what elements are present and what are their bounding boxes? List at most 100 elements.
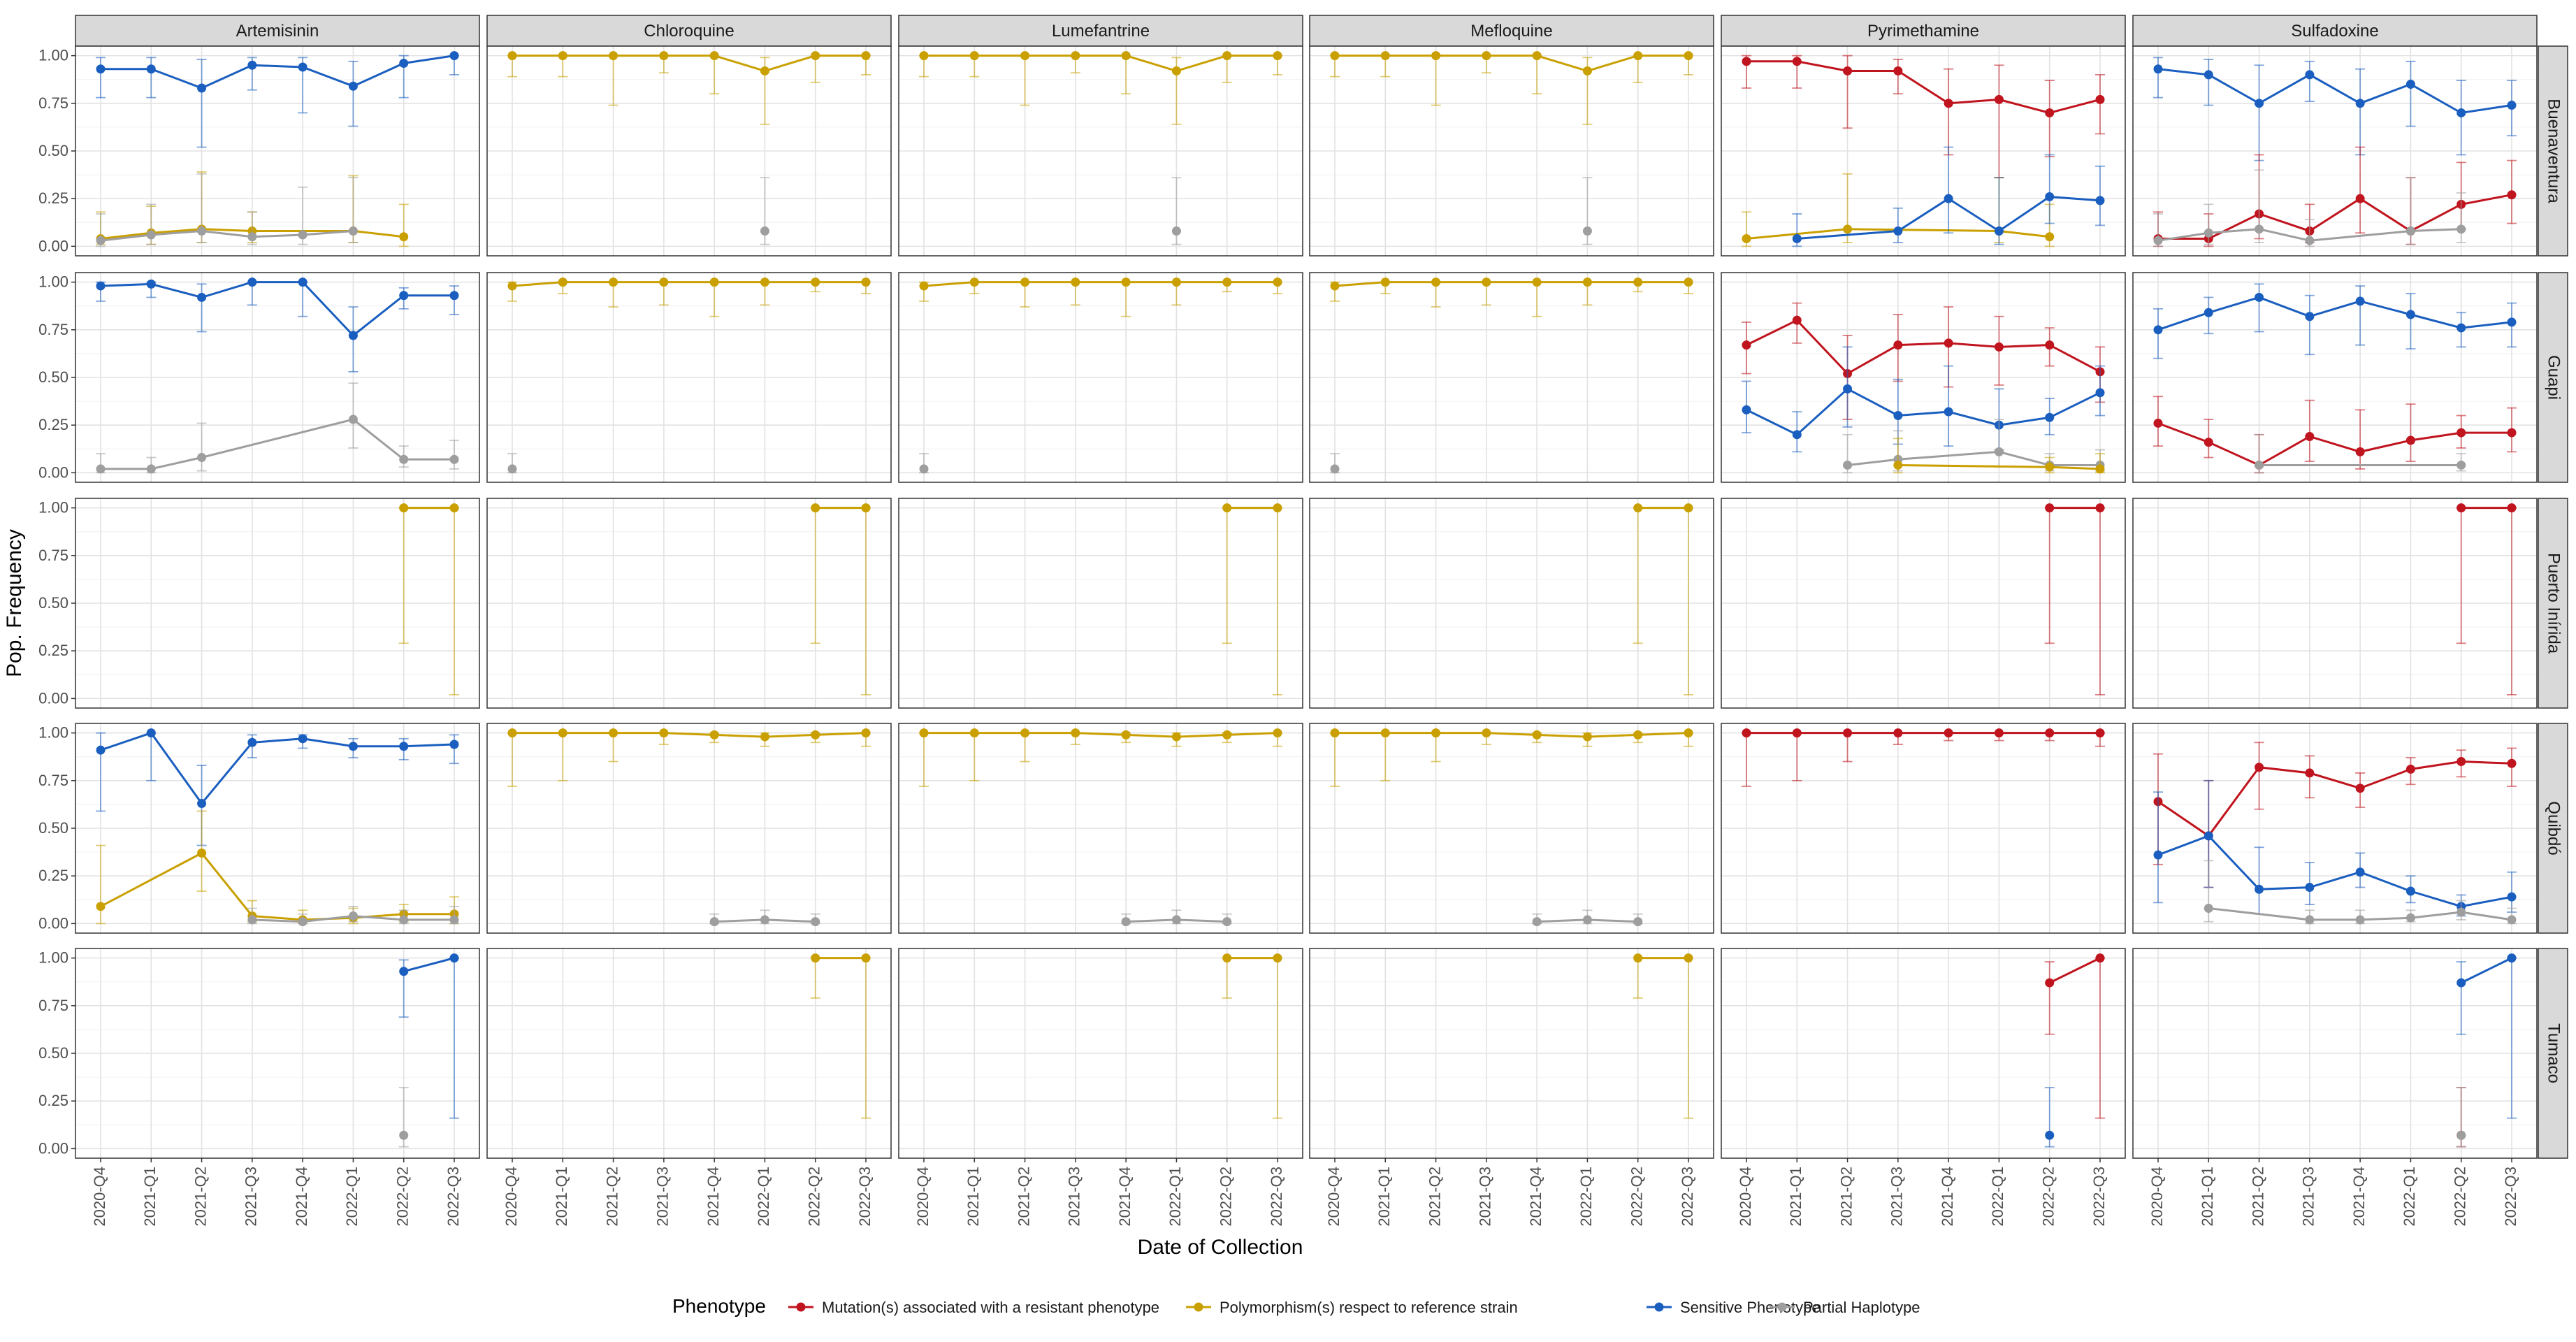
x-tick-label: 2022-Q2 — [2040, 1167, 2057, 1227]
series — [1330, 453, 1340, 474]
data-point — [1944, 338, 1953, 348]
x-tick-label: 2022-Q2 — [1628, 1167, 1646, 1227]
series-line — [1746, 387, 2101, 436]
data-point — [2305, 432, 2315, 442]
panel — [1721, 948, 2126, 1159]
y-tick-label: 0.00 — [38, 463, 68, 481]
y-tick-label: 0.75 — [38, 321, 68, 338]
data-point — [197, 292, 207, 302]
data-point — [919, 464, 929, 474]
column-strip — [486, 15, 892, 47]
data-point — [659, 51, 669, 61]
legend: Phenotype Mutation(s) associated with a … — [672, 1295, 1920, 1317]
data-point — [399, 967, 409, 976]
panel — [75, 272, 480, 483]
data-point — [1222, 503, 1232, 513]
data-point — [1222, 51, 1232, 61]
y-tick-label: 0.75 — [38, 997, 68, 1014]
data-point — [969, 277, 979, 287]
series-line — [1746, 60, 2101, 115]
data-point — [247, 232, 257, 242]
data-point — [1532, 730, 1542, 739]
data-point — [298, 917, 307, 927]
data-point — [1742, 405, 1751, 414]
series — [1582, 177, 1593, 245]
data-point — [1944, 407, 1953, 417]
data-point — [2305, 236, 2315, 245]
data-point — [1633, 277, 1643, 287]
panel — [486, 948, 892, 1159]
data-point — [1020, 728, 1030, 738]
x-tick-label: 2020-Q4 — [2148, 1167, 2166, 1227]
data-point — [2355, 447, 2365, 456]
data-point — [298, 734, 307, 744]
data-point — [1944, 99, 1953, 108]
series — [507, 728, 871, 787]
data-point — [861, 953, 871, 963]
data-point — [811, 277, 820, 287]
data-point — [969, 51, 979, 61]
panel-border — [486, 498, 892, 709]
x-tick-label: 2021-Q2 — [1015, 1167, 1032, 1227]
panel-data — [1742, 302, 2105, 474]
panel-data — [96, 728, 459, 927]
series-line — [2157, 835, 2512, 908]
x-tick-label: 2021-Q1 — [553, 1167, 570, 1227]
data-point — [1742, 57, 1751, 66]
panel-border — [2132, 45, 2538, 257]
series — [2044, 953, 2105, 1119]
x-tick-label: 2020-Q4 — [914, 1167, 932, 1227]
data-point — [2095, 388, 2105, 398]
data-point — [811, 730, 820, 739]
data-point — [449, 454, 459, 464]
panel-border — [1309, 723, 1714, 934]
data-point — [146, 464, 156, 474]
x-tick-label: 2022-Q3 — [856, 1167, 874, 1227]
data-point — [96, 236, 106, 245]
data-point — [1582, 66, 1592, 75]
data-point — [399, 454, 409, 464]
x-tick-label: 2022-Q3 — [2502, 1167, 2519, 1227]
series — [810, 953, 871, 1119]
data-point — [1222, 730, 1232, 739]
data-point — [1582, 277, 1592, 287]
data-point — [1633, 730, 1643, 739]
y-tick-label: 0.50 — [38, 819, 68, 837]
series-line — [2461, 957, 2512, 984]
data-point — [861, 728, 871, 738]
data-point — [1944, 728, 1953, 738]
data-point — [811, 953, 820, 963]
panel-border — [1721, 723, 2126, 934]
series — [919, 51, 1282, 125]
x-tick-label: 2021-Q4 — [1116, 1167, 1134, 1227]
panel — [2132, 948, 2538, 1159]
series — [398, 1087, 409, 1148]
series-line — [2157, 760, 2512, 837]
data-point — [709, 51, 719, 61]
series — [1121, 909, 1232, 927]
data-point — [2095, 953, 2105, 963]
data-point — [861, 503, 871, 513]
data-point — [1843, 460, 1853, 470]
data-point — [2405, 886, 2415, 896]
series-line — [100, 731, 455, 805]
data-point — [2456, 757, 2466, 767]
x-tick-label: 2021-Q3 — [654, 1167, 672, 1227]
data-point — [1273, 503, 1282, 513]
data-point — [2507, 317, 2517, 327]
data-point — [1071, 728, 1080, 738]
data-point — [919, 281, 929, 291]
legend-key-point — [1194, 1302, 1203, 1312]
data-point — [2204, 228, 2213, 238]
y-tick-label: 1.00 — [38, 724, 68, 742]
data-point — [507, 51, 517, 61]
series — [507, 453, 517, 474]
series-line — [2157, 296, 2512, 331]
data-point — [1994, 226, 2004, 236]
data-point — [197, 226, 207, 236]
row-strip — [2538, 723, 2568, 934]
row-strip — [2538, 948, 2568, 1159]
data-point — [1380, 277, 1390, 287]
data-point — [2095, 94, 2105, 104]
x-tick-label: 2021-Q3 — [1477, 1167, 1494, 1227]
